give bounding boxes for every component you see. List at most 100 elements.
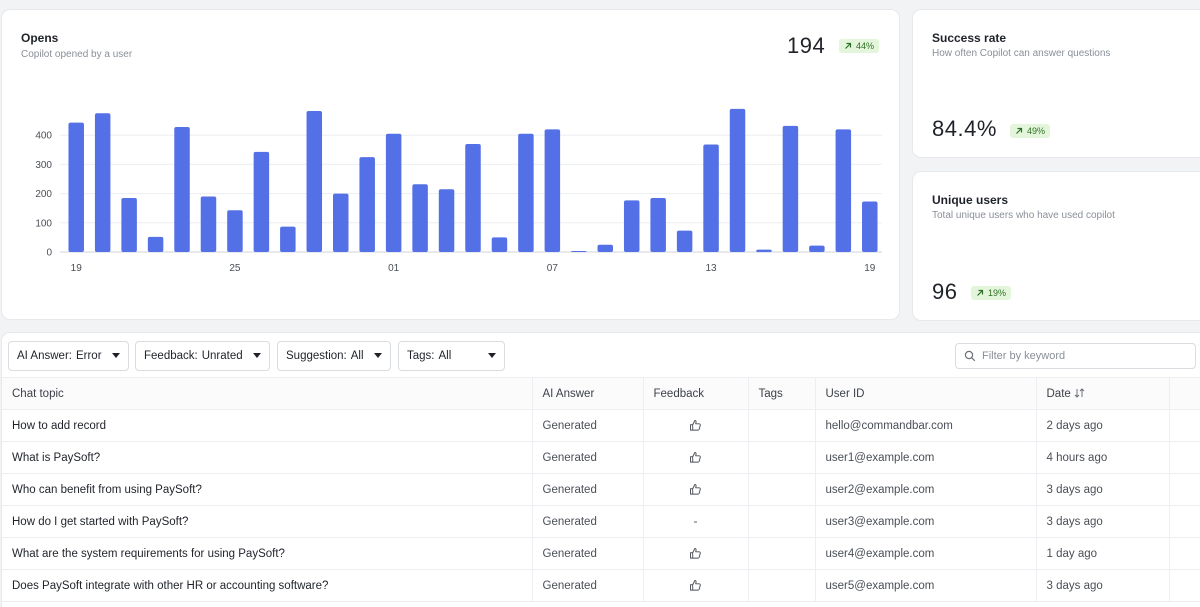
bar[interactable] bbox=[623, 200, 640, 252]
tags-cell bbox=[748, 537, 816, 570]
extra-cell bbox=[1169, 473, 1200, 506]
bar[interactable] bbox=[729, 108, 746, 252]
bar[interactable] bbox=[253, 151, 270, 252]
unique-delta-badge: 19% bbox=[971, 286, 1012, 300]
bar[interactable] bbox=[438, 189, 455, 252]
chat-table: Chat topic AI Answer Feedback Tags User … bbox=[2, 377, 1200, 602]
chat-topic-cell[interactable]: How to add record bbox=[2, 409, 533, 442]
bar[interactable] bbox=[597, 244, 614, 252]
feedback-cell: - bbox=[643, 505, 749, 538]
table-row[interactable]: What are the system requirements for usi… bbox=[2, 537, 1200, 570]
bar[interactable] bbox=[782, 125, 799, 252]
ai-answer-cell: Generated bbox=[532, 505, 644, 538]
column-header-extra bbox=[1169, 377, 1200, 410]
user-id-cell: user5@example.com bbox=[815, 569, 1037, 602]
bar[interactable] bbox=[68, 122, 84, 252]
caret-down-icon bbox=[374, 353, 382, 358]
y-tick-label: 100 bbox=[35, 218, 52, 229]
bar[interactable] bbox=[227, 210, 243, 252]
opens-card: Opens Copilot opened by a user 194 44% 0… bbox=[2, 10, 899, 319]
unique-title: Unique users bbox=[932, 193, 1009, 207]
opens-subtitle: Copilot opened by a user bbox=[21, 49, 133, 60]
bar[interactable] bbox=[174, 127, 190, 252]
tags-cell bbox=[748, 441, 816, 474]
tags-cell bbox=[748, 409, 816, 442]
y-tick-label: 200 bbox=[35, 189, 52, 200]
date-cell: 3 days ago bbox=[1036, 569, 1170, 602]
bar[interactable] bbox=[756, 249, 772, 252]
chat-topic-cell[interactable]: Who can benefit from using PaySoft? bbox=[2, 473, 533, 506]
date-cell: 1 day ago bbox=[1036, 537, 1170, 570]
table-row[interactable]: What is PaySoft? Generated user1@example.c… bbox=[2, 441, 1200, 474]
bar[interactable] bbox=[359, 157, 375, 252]
search-icon bbox=[964, 350, 976, 362]
sort-icon[interactable] bbox=[1074, 388, 1085, 399]
bar[interactable] bbox=[465, 143, 481, 252]
table-row[interactable]: Does PaySoft integrate with other HR or … bbox=[2, 569, 1200, 602]
bar[interactable] bbox=[571, 251, 587, 252]
bar[interactable] bbox=[121, 197, 137, 252]
thumbs-up-icon[interactable] bbox=[689, 547, 702, 560]
user-id-cell: user1@example.com bbox=[815, 441, 1037, 474]
chat-topic-cell[interactable]: What are the system requirements for usi… bbox=[2, 537, 533, 570]
bar[interactable] bbox=[200, 196, 217, 252]
y-tick-label: 400 bbox=[35, 131, 52, 142]
feedback-cell bbox=[643, 537, 749, 570]
filter-tags[interactable]: Tags: All bbox=[398, 341, 505, 371]
extra-cell bbox=[1169, 441, 1200, 474]
bar[interactable] bbox=[306, 110, 323, 253]
bar[interactable] bbox=[676, 230, 693, 252]
column-header-user-id[interactable]: User ID bbox=[815, 377, 1037, 410]
date-cell: 3 days ago bbox=[1036, 473, 1170, 506]
filter-ai-answer[interactable]: AI Answer: Error bbox=[8, 341, 129, 371]
extra-cell bbox=[1169, 505, 1200, 538]
chat-topic-cell[interactable]: How do I get started with PaySoft? bbox=[2, 505, 533, 538]
chat-table-card: AI Answer: Error Feedback: Unrated Sugge… bbox=[2, 333, 1200, 607]
column-header-chat-topic[interactable]: Chat topic bbox=[2, 377, 533, 410]
bar[interactable] bbox=[809, 245, 825, 252]
success-value: 84.4% bbox=[932, 116, 997, 141]
opens-delta-badge: 44% bbox=[839, 39, 880, 53]
column-header-date[interactable]: Date bbox=[1036, 377, 1170, 410]
table-row[interactable]: How to add record Generated hello@commandb… bbox=[2, 409, 1200, 442]
bar[interactable] bbox=[835, 129, 852, 252]
bar[interactable] bbox=[147, 236, 164, 252]
bar[interactable] bbox=[650, 197, 666, 252]
chat-topic-cell[interactable]: What is PaySoft? bbox=[2, 441, 533, 474]
bar[interactable] bbox=[703, 144, 719, 252]
opens-title: Opens bbox=[21, 31, 59, 45]
ai-answer-cell: Generated bbox=[532, 473, 644, 506]
bar[interactable] bbox=[94, 113, 111, 252]
bar[interactable] bbox=[280, 226, 296, 252]
search-input[interactable] bbox=[982, 350, 1182, 362]
filter-ai-answer-value: Error bbox=[75, 350, 102, 362]
thumbs-up-icon[interactable] bbox=[689, 419, 702, 432]
thumbs-up-icon[interactable] bbox=[689, 451, 702, 464]
bar[interactable] bbox=[862, 201, 878, 252]
user-id-cell: hello@commandbar.com bbox=[815, 409, 1037, 442]
bar[interactable] bbox=[332, 193, 349, 252]
user-id-cell: user3@example.com bbox=[815, 505, 1037, 538]
filter-suggestion-value: All bbox=[350, 350, 364, 362]
thumbs-up-icon[interactable] bbox=[689, 579, 702, 592]
table-row[interactable]: Who can benefit from using PaySoft? Gener… bbox=[2, 473, 1200, 506]
filter-suggestion[interactable]: Suggestion: All bbox=[277, 341, 391, 371]
ai-answer-cell: Generated bbox=[532, 569, 644, 602]
success-delta-value: 49% bbox=[1027, 126, 1046, 136]
chat-topic-cell[interactable]: Does PaySoft integrate with other HR or … bbox=[2, 569, 533, 602]
filter-feedback[interactable]: Feedback: Unrated bbox=[135, 341, 270, 371]
bar[interactable] bbox=[518, 133, 534, 252]
bar[interactable] bbox=[412, 184, 428, 252]
thumbs-up-icon[interactable] bbox=[689, 483, 702, 496]
bar[interactable] bbox=[491, 237, 508, 252]
feedback-cell bbox=[643, 473, 749, 506]
arrow-up-right-icon bbox=[1016, 127, 1023, 134]
column-header-tags[interactable]: Tags bbox=[748, 377, 816, 410]
table-row[interactable]: How do I get started with PaySoft? Genera… bbox=[2, 505, 1200, 538]
column-header-ai-answer[interactable]: AI Answer bbox=[532, 377, 644, 410]
extra-cell bbox=[1169, 409, 1200, 442]
user-id-cell: user4@example.com bbox=[815, 537, 1037, 570]
bar[interactable] bbox=[385, 133, 402, 252]
bar[interactable] bbox=[544, 129, 561, 252]
column-header-feedback[interactable]: Feedback bbox=[643, 377, 749, 410]
